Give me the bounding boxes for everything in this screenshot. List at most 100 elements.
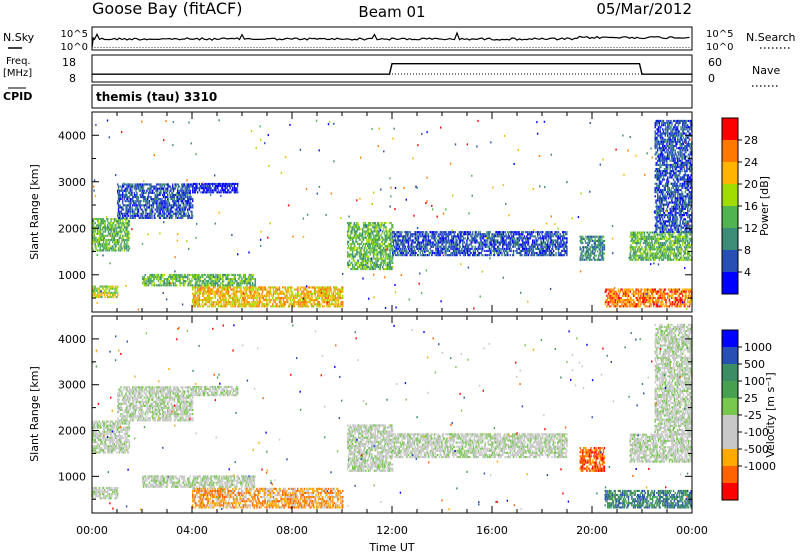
echo-cell: [170, 187, 172, 190]
echo-cell: [162, 214, 164, 217]
echo-cell: [191, 183, 193, 186]
echo-cell: [300, 294, 302, 297]
echo-cell: [117, 214, 119, 217]
echo-cell: [392, 235, 394, 238]
echo-cell: [145, 212, 147, 215]
echo-cell: [547, 235, 550, 238]
echo-cell: [542, 249, 544, 252]
echo-cell: [227, 282, 229, 285]
echo-cell: [502, 239, 504, 242]
echo-cell: [535, 239, 537, 242]
echo-cell: [118, 189, 121, 192]
echo-cell: [477, 241, 479, 244]
echo-cell: [548, 247, 551, 250]
echo-cell: [245, 286, 247, 289]
echo-cell: [92, 228, 95, 231]
echo-cell: [514, 245, 516, 248]
echo-cell: [548, 231, 551, 234]
echo-cell: [410, 247, 412, 250]
echo-cell: [520, 252, 522, 255]
echo-cell: [197, 294, 199, 297]
echo-cell: [435, 241, 437, 244]
echo-cell: [462, 239, 465, 242]
echo-cell: [395, 247, 397, 250]
echo-cell: [221, 187, 223, 190]
echo-cell: [517, 243, 520, 246]
echo-cell: [279, 303, 281, 306]
echo-cell: [503, 247, 506, 250]
echo-cell: [396, 243, 398, 246]
echo-cell: [118, 239, 121, 242]
echo-cell: [520, 254, 522, 257]
echo-cell: [353, 266, 356, 269]
echo-cell: [126, 208, 128, 211]
echo-cell: [431, 254, 433, 257]
echo-cell: [530, 247, 532, 250]
echo-cell: [97, 239, 99, 242]
echo-cell: [520, 243, 522, 246]
echo-cell: [544, 237, 546, 240]
echo-cell: [377, 259, 380, 262]
echo-cell: [454, 247, 456, 250]
echo-cell: [202, 305, 204, 308]
echo-cell: [120, 196, 122, 199]
echo-cell: [548, 249, 551, 252]
echo-cell: [199, 276, 201, 279]
echo-cell: [541, 233, 543, 236]
echo-cell: [156, 193, 158, 196]
echo-cell: [372, 238, 374, 241]
echo-cell: [498, 231, 501, 234]
echo-cell: [499, 241, 501, 244]
echo-cell: [552, 252, 554, 255]
echo-cell: [389, 253, 391, 256]
echo-cell: [259, 294, 261, 297]
echo-cell: [540, 239, 542, 242]
echo-cell: [221, 305, 223, 308]
echo-cell: [421, 241, 423, 244]
echo-cell: [460, 233, 462, 236]
echo-cell: [371, 240, 373, 243]
echo-cell: [140, 204, 142, 207]
echo-cell: [389, 247, 391, 250]
echo-cell: [194, 189, 196, 192]
echo-cell: [227, 290, 230, 293]
echo-cell: [124, 222, 126, 225]
echo-cell: [237, 305, 239, 308]
echo-cell: [441, 243, 443, 246]
echo-cell: [172, 200, 174, 203]
echo-cell: [515, 243, 517, 246]
echo-cell: [278, 305, 281, 308]
echo-cell: [437, 249, 440, 252]
echo-cell: [432, 231, 434, 234]
echo-cell: [262, 299, 265, 302]
echo-cell: [287, 299, 289, 302]
echo-cell: [489, 231, 491, 234]
echo-cell: [388, 236, 391, 239]
echo-cell: [151, 198, 153, 201]
echo-cell: [407, 252, 410, 255]
echo-cell: [123, 204, 126, 207]
echo-cell: [382, 226, 385, 229]
echo-cell: [132, 208, 134, 211]
echo-cell: [299, 288, 301, 291]
echo-cell: [188, 273, 191, 276]
echo-cell: [262, 286, 265, 289]
echo-cell: [173, 212, 176, 215]
echo-cell: [508, 241, 511, 244]
echo-cell: [107, 234, 109, 237]
echo-cell: [175, 202, 177, 205]
echo-cell: [127, 224, 129, 227]
echo-cell: [289, 296, 291, 299]
echo-cell: [414, 235, 416, 238]
echo-cell: [337, 303, 340, 306]
echo-cell: [440, 233, 442, 236]
echo-cell: [413, 241, 416, 244]
echo-cell: [367, 222, 370, 225]
echo-cell: [151, 208, 153, 211]
nave-tick-bottom: 0: [708, 72, 715, 85]
echo-cell: [462, 245, 465, 248]
echo-cell: [369, 238, 371, 241]
echo-cell: [408, 249, 411, 252]
echo-cell: [362, 222, 365, 225]
echo-cell: [251, 294, 253, 297]
